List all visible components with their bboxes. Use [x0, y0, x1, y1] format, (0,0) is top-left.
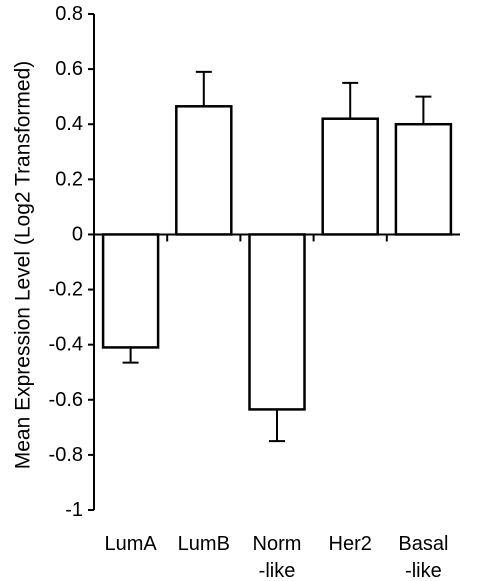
category-label: LumA: [104, 533, 157, 555]
category-label: Norm: [253, 533, 302, 555]
y-tick-label: -0.4: [49, 334, 83, 356]
y-tick-label: 0: [72, 223, 83, 245]
category-labels: LumA LumB Norm -like Her2 Basal -like: [104, 533, 448, 581]
y-tick-label: 0.8: [55, 3, 83, 25]
error-bars: [122, 70, 432, 443]
category-label: Her2: [329, 533, 372, 555]
y-tick-label: 0.4: [55, 113, 83, 135]
bar: [248, 233, 306, 411]
bar: [101, 233, 160, 349]
y-tick-label: -0.8: [49, 444, 83, 466]
y-axis-title: Mean Expression Level (Log2 Transformed): [12, 61, 35, 470]
bars: [101, 105, 453, 411]
category-label: Basal: [398, 533, 448, 555]
y-ticks: 0.8 0.6 0.4 0.2 0 -0.2 -0.4 -0.6 -0.8 -1: [49, 3, 94, 521]
y-tick-label: -0.2: [49, 279, 83, 301]
category-label: -like: [259, 560, 296, 581]
category-label: -like: [405, 560, 442, 581]
y-tick-label: 0.2: [55, 168, 83, 190]
bar: [321, 117, 379, 236]
y-tick-label: -0.6: [49, 389, 83, 411]
y-tick-label: 0.6: [55, 58, 83, 80]
category-label: LumB: [178, 533, 230, 555]
y-tick-label: -1: [65, 499, 83, 521]
bar: [394, 122, 453, 236]
bar: [175, 105, 233, 236]
x-ticks: [166, 234, 388, 242]
